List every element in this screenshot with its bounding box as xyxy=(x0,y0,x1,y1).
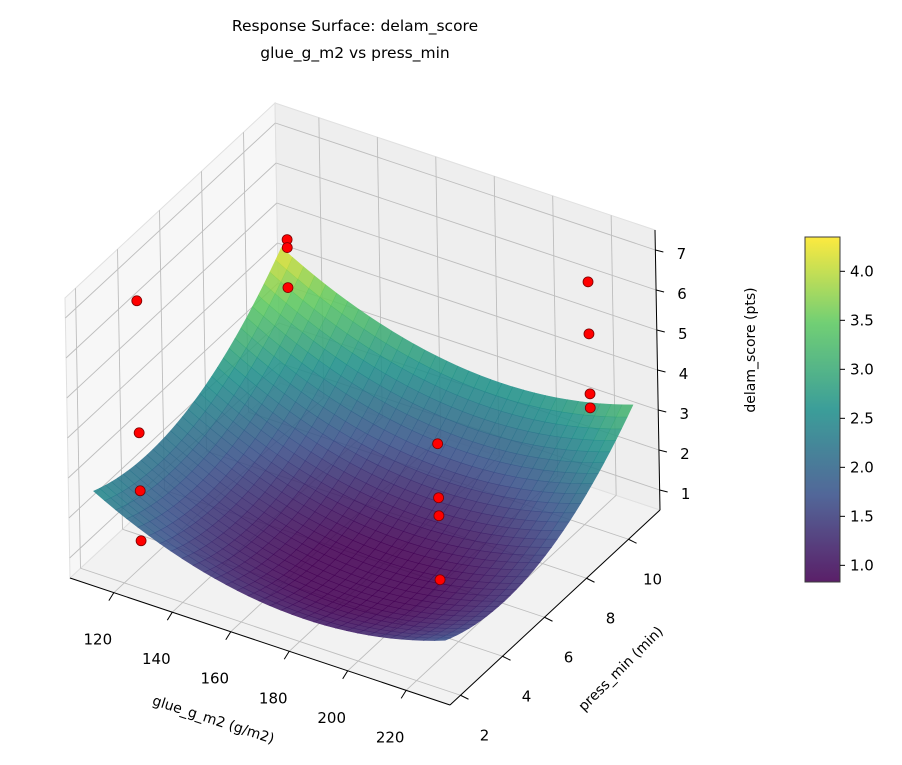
y-tick xyxy=(460,694,469,700)
chart-title: Response Surface: delam_score xyxy=(232,17,478,36)
x-tick xyxy=(225,631,232,640)
z-tick-label: 7 xyxy=(677,245,687,263)
data-point xyxy=(582,276,594,288)
x-tick-label: 220 xyxy=(376,728,405,746)
colorbar-tick-label: 4.0 xyxy=(850,262,874,280)
data-point xyxy=(583,328,595,340)
colorbar-tick-label: 1.0 xyxy=(850,556,874,574)
colorbar-tick-label: 1.5 xyxy=(850,507,874,525)
x-tick-label: 200 xyxy=(317,709,346,727)
z-axis-label: delam_score (pts) xyxy=(743,287,759,412)
data-point xyxy=(433,492,444,504)
z-tick-label: 2 xyxy=(680,445,690,463)
gridline-z xyxy=(276,202,657,331)
y-tick-label: 6 xyxy=(564,648,574,666)
z-tick-label: 6 xyxy=(677,285,687,303)
z-tick xyxy=(658,409,667,413)
data-point xyxy=(133,427,145,439)
x-axis-line xyxy=(69,577,451,706)
z-tick xyxy=(658,449,668,453)
colorbar xyxy=(804,236,841,583)
z-tick xyxy=(655,289,665,293)
x-tick-label: 140 xyxy=(142,650,171,668)
data-point xyxy=(131,295,143,307)
data-point xyxy=(434,574,446,586)
data-point xyxy=(584,388,596,400)
y-tick xyxy=(628,538,637,544)
data-point xyxy=(584,402,596,414)
gridline-z xyxy=(275,122,656,251)
y-tick xyxy=(544,616,553,622)
colorbar-tick-label: 3.0 xyxy=(850,360,874,378)
y-tick-label: 2 xyxy=(480,726,490,744)
x-tick-label: 160 xyxy=(200,670,229,688)
x-tick xyxy=(108,592,115,601)
gridline-z xyxy=(275,162,657,291)
data-point xyxy=(282,282,294,293)
y-tick-label: 4 xyxy=(522,687,532,705)
y-axis-label: press_min (min) xyxy=(576,624,667,715)
z-tick xyxy=(657,369,666,373)
gridline-z xyxy=(277,242,658,371)
response-surface xyxy=(93,247,634,641)
y-tick xyxy=(502,655,511,661)
x-tick-label: 120 xyxy=(84,631,113,649)
z-tick xyxy=(655,249,664,253)
data-point xyxy=(281,242,293,253)
z-tick-label: 5 xyxy=(678,325,688,343)
z-tick xyxy=(656,329,665,333)
gridline-z xyxy=(65,162,277,359)
x-tick xyxy=(342,670,349,680)
data-point xyxy=(135,535,147,547)
data-point xyxy=(433,510,445,522)
y-tick-label: 10 xyxy=(643,570,662,588)
y-axis-line xyxy=(449,509,661,706)
data-point xyxy=(432,438,444,450)
z-tick-label: 3 xyxy=(679,405,689,423)
z-tick xyxy=(659,489,668,493)
gridline-z xyxy=(65,122,276,319)
surface-patch xyxy=(433,637,452,641)
x-axis-label: glue_g_m2 (g/m2) xyxy=(150,693,276,748)
x-tick xyxy=(400,690,407,699)
z-tick-label: 1 xyxy=(681,485,691,503)
x-tick-label: 180 xyxy=(259,689,288,707)
gridline-z xyxy=(66,202,278,399)
x-tick xyxy=(166,611,173,621)
data-point xyxy=(134,485,146,497)
x-tick xyxy=(283,651,290,660)
y-tick xyxy=(586,577,595,583)
chart-subtitle: glue_g_m2 vs press_min xyxy=(260,44,449,63)
gridline-z xyxy=(67,242,278,439)
gridline-y xyxy=(80,567,461,696)
z-tick-label: 4 xyxy=(679,365,689,383)
colorbar-tick-label: 3.5 xyxy=(850,311,874,329)
y-tick-label: 8 xyxy=(606,609,616,627)
gridline-z xyxy=(67,282,279,479)
colorbar-tick-label: 2.0 xyxy=(850,458,874,476)
colorbar-tick-label: 2.5 xyxy=(850,409,874,427)
